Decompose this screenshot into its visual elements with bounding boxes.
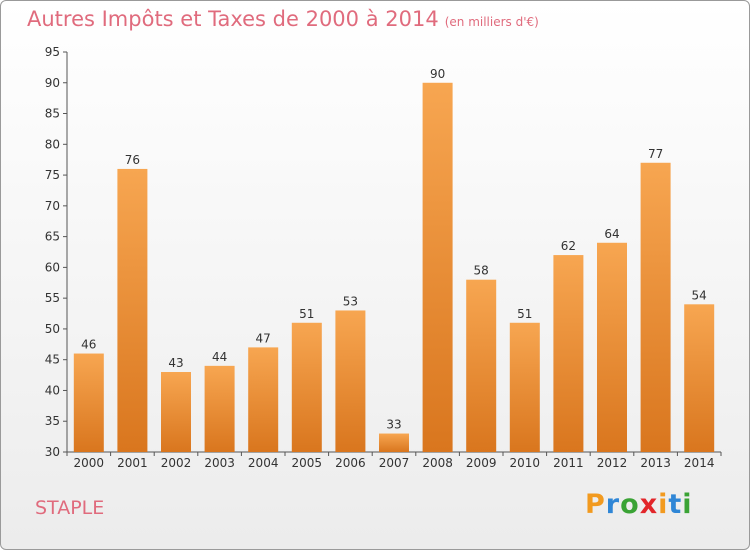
x-tick-label: 2012 [597,456,628,470]
bar [422,82,453,453]
bar-value-label: 44 [212,350,227,364]
x-tick-label: 2011 [553,456,584,470]
bar [684,304,715,452]
logo-letter: i [682,489,693,520]
bar [73,353,104,452]
y-tick-label: 55 [45,291,60,305]
bar-value-label: 90 [430,67,445,81]
bar [597,242,627,452]
axes: 30 35 40 45 50 55 60 65 70 75 80 85 90 95 2000 2001 2002… [45,45,722,470]
y-tick-label: 45 [45,353,60,367]
bar [640,162,671,452]
bar-value-label: 64 [604,227,619,241]
y-tick-label: 40 [45,383,60,397]
y-tick-label: 75 [45,168,60,182]
logo-letter: i [658,489,669,520]
bar-value-label: 77 [648,147,663,161]
bar [466,279,497,452]
x-tick-label: 2000 [74,456,105,470]
bar-value-label: 51 [299,307,314,321]
bar [204,365,235,452]
bar-value-label: 53 [343,294,358,308]
x-tick-label: 2014 [684,456,715,470]
bar [117,168,148,452]
x-tick-label: 2008 [422,456,453,470]
x-tick-label: 2007 [379,456,410,470]
logo-letter: t [668,489,683,520]
bar-value-label: 58 [474,264,489,278]
bar-value-label: 62 [561,239,576,253]
bar [509,322,540,452]
bar-value-label: 46 [81,338,96,352]
chart-subtitle: (en milliers d'€) [444,15,539,29]
bar-value-label: 43 [168,356,183,370]
proxiti-logo: Proxiti [585,489,693,520]
bar-value-label: 47 [256,331,271,345]
x-tick-label: 2004 [248,456,279,470]
bar-value-label: 76 [125,153,140,167]
bar-value-label: 33 [386,418,401,432]
x-tick-label: 2001 [117,456,148,470]
bar-value-label: 54 [692,288,707,302]
y-tick-label: 80 [45,137,60,151]
bar [379,433,409,452]
y-tick-label: 90 [45,76,60,90]
y-tick-label: 70 [45,199,60,213]
y-tick-label: 30 [45,445,60,459]
x-tick-label: 2002 [161,456,192,470]
logo-letter: o [620,489,640,520]
chart-title: Autres Impôts et Taxes de 2000 à 2014 (en… [27,7,539,31]
bar [161,372,191,452]
y-tick-label: 50 [45,322,60,336]
y-tick-label: 35 [45,414,60,428]
y-tick-label: 95 [45,45,60,59]
bars: 46 76 43 44 47 51 53 33 90 58 51 62 64 77 54 [73,67,715,453]
bar [291,322,322,452]
logo-letter: r [605,489,621,520]
x-tick-label: 2003 [204,456,235,470]
x-tick-label: 2005 [292,456,323,470]
bar [553,255,584,452]
x-tick-label: 2006 [335,456,366,470]
logo-letter: x [639,489,659,520]
place-name: STAPLE [35,497,105,519]
bar-value-label: 51 [517,307,532,321]
bar [335,310,366,452]
y-tick-label: 65 [45,230,60,244]
logo-letter: P [585,489,606,520]
chart-title-text: Autres Impôts et Taxes de 2000 à 2014 [27,7,439,31]
y-tick-label: 85 [45,107,60,121]
x-tick-label: 2013 [640,456,671,470]
x-tick-label: 2010 [510,456,541,470]
y-tick-label: 60 [45,260,60,274]
bar [248,347,279,452]
x-tick-label: 2009 [466,456,497,470]
